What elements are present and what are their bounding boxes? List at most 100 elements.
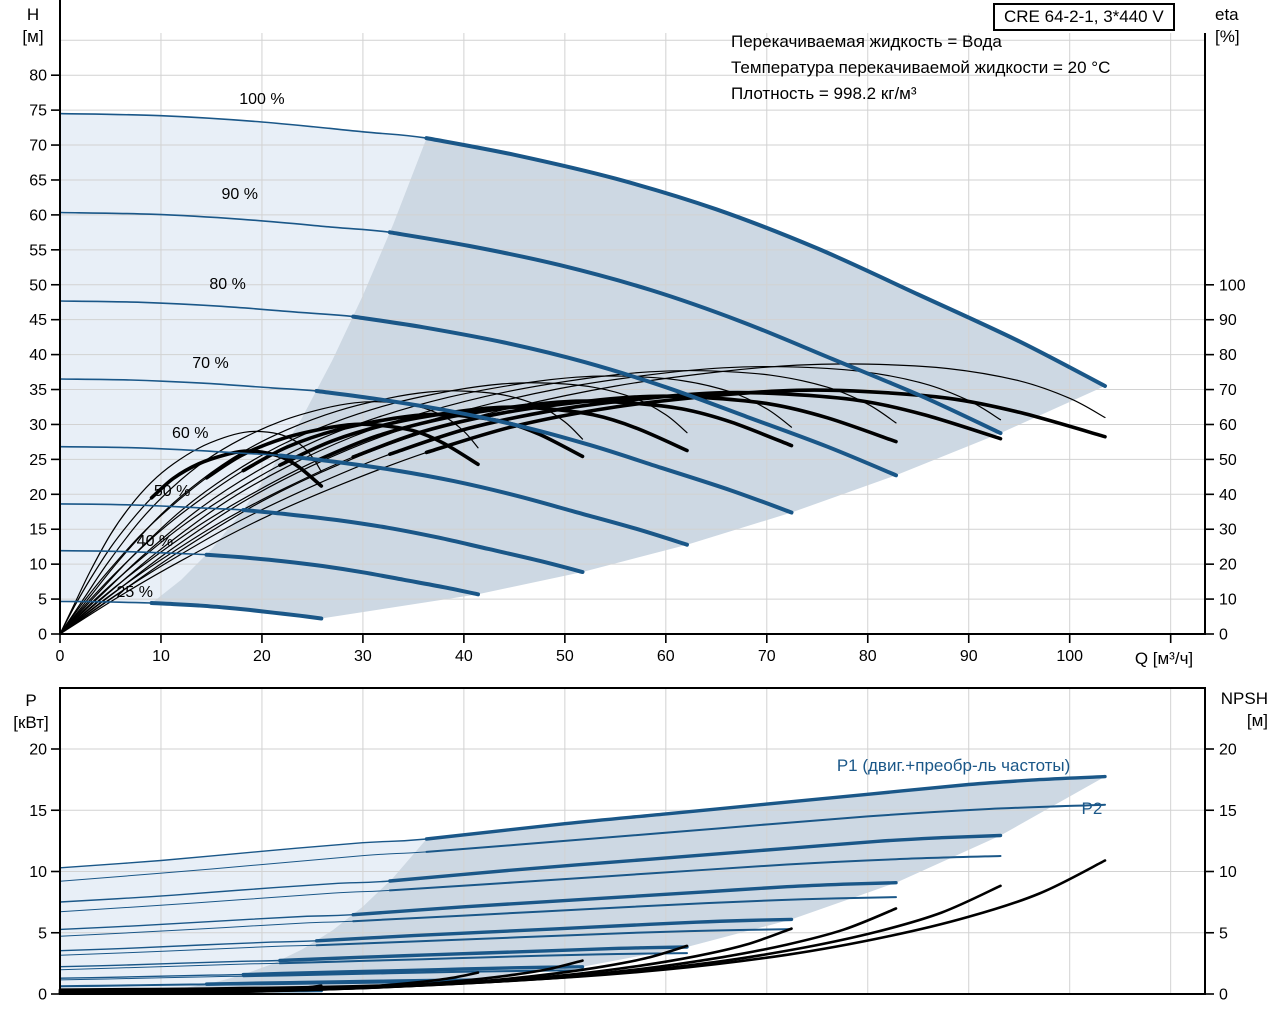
p-axis-symbol: P [25, 691, 37, 710]
h-tick-label: 25 [29, 452, 47, 469]
eta-curve-thin-90 [59, 365, 1002, 635]
q-tick-label: 70 [758, 648, 776, 665]
npsh-tick-label: 5 [1219, 925, 1228, 942]
q-tick-label: 0 [56, 648, 65, 665]
p1-curve-70 [314, 917, 794, 943]
q-tick-label: 50 [556, 648, 574, 665]
npsh-tick-label: 20 [1219, 742, 1237, 759]
npsh-tick-label: 0 [1219, 987, 1228, 1004]
eta-tick-label: 40 [1219, 487, 1237, 504]
qh-curve-50 [241, 508, 585, 574]
h-tick-label: 50 [29, 277, 47, 294]
speed-label-50: 50 % [153, 482, 191, 500]
qh-curve-70 [314, 389, 794, 515]
q-tick-label: 60 [657, 648, 675, 665]
q-axis-title: Q [м³/ч] [1134, 649, 1194, 668]
fluid-info-line: Перекачиваемая жидкость = Вода [731, 32, 1002, 51]
p2-curve-label: P2 [1081, 799, 1103, 819]
h-tick-label: 10 [29, 557, 47, 574]
speed-label-90: 90 % [221, 186, 258, 204]
p2-curve-60 [278, 952, 688, 965]
fluid-info-line: Плотность = 998.2 кг/м³ [731, 84, 917, 103]
eta-curve-thin-25 [59, 430, 322, 635]
p1-curve-50 [241, 965, 585, 977]
npsh-tick-label: 15 [1219, 803, 1237, 820]
p-tick-label: 5 [38, 925, 47, 942]
operating-region-dark [151, 138, 1106, 619]
h-tick-label: 35 [29, 382, 47, 399]
eta-curve-thin-80 [59, 369, 897, 635]
bottom-axes: 0 5 10 15 20 0 5 10 15 20 [29, 687, 1237, 1004]
p-tick-label: 20 [29, 742, 47, 759]
p-axis-title: P [кВт] [6, 690, 56, 734]
q-tick-label: 40 [455, 648, 473, 665]
bottom-grid [60, 688, 1205, 994]
qh-curve-100 [424, 136, 1107, 388]
h-tick-label: 65 [29, 172, 47, 189]
speed-label-70: 70 % [192, 354, 229, 372]
eta-curve-25 [149, 449, 324, 500]
eta-curve-thin-50 [59, 390, 584, 635]
p2-curve-80 [352, 896, 897, 923]
eta-tick-label: 60 [1219, 417, 1237, 434]
eta-tick-label: 50 [1219, 452, 1237, 469]
fluid-info: Перекачиваемая жидкость = Вода Температу… [731, 29, 1110, 107]
h-tick-label: 20 [29, 487, 47, 504]
h-tick-label: 55 [29, 242, 47, 259]
speed-label-40: 40 % [136, 532, 174, 550]
p-axis-unit: [кВт] [13, 713, 49, 732]
eta-curve-90 [388, 390, 1003, 456]
h-tick-label: 30 [29, 417, 47, 434]
h-axis-title: H [м] [12, 4, 54, 48]
eta-curve-70 [314, 399, 794, 463]
eta-tick-label: 0 [1219, 627, 1228, 644]
eta-curve-100 [424, 388, 1107, 455]
top-fills [60, 113, 1106, 619]
q-tick-label: 80 [859, 648, 877, 665]
q-tick-label: 30 [354, 648, 372, 665]
qh-curve-60 [277, 453, 689, 547]
speed-label-100: 100 % [239, 91, 285, 109]
eta-curves [59, 363, 1107, 635]
qh-curve-40 [204, 552, 480, 597]
h-axis-symbol: H [26, 5, 40, 24]
fluid-info-line: Температура перекачиваемой жидкости = 20… [731, 58, 1111, 77]
qh-curve-25 [149, 601, 324, 621]
eta-tick-label: 10 [1219, 592, 1237, 609]
h-tick-label: 70 [29, 138, 47, 155]
p2-curve-50 [242, 969, 584, 978]
h-tick-label: 40 [29, 347, 47, 364]
eta-curve-80 [351, 394, 898, 459]
eta-curve-thin-70 [59, 375, 793, 635]
q-tick-label: 90 [960, 648, 978, 665]
qh-curve-90 [387, 230, 1003, 436]
p2-curve-90 [388, 855, 1002, 892]
p2-curve-70 [315, 928, 793, 947]
h-tick-label: 5 [38, 592, 47, 609]
top-axes: 0 5 10 15 20 25 30 35 40 45 50 55 60 65 70 75 80 0 10 20 30 4… [29, 0, 1246, 665]
npsh-axis-unit: [м] [1246, 711, 1268, 730]
speed-label-60: 60 % [172, 424, 209, 442]
npsh-axis-symbol: NPSH [1220, 689, 1268, 708]
p-tick-label: 10 [29, 864, 47, 881]
h-tick-label: 0 [38, 627, 47, 644]
eta-tick-label: 90 [1219, 312, 1237, 329]
h-tick-label: 75 [29, 103, 47, 120]
q-tick-label: 20 [253, 648, 271, 665]
eta-axis-title: eta [%] [1215, 4, 1240, 48]
h-axis-unit: [м] [22, 27, 44, 46]
pump-model-badge: CRE 64-2-1, 3*440 V [993, 3, 1175, 31]
h-tick-label: 15 [29, 522, 47, 539]
npsh-axis-title: NPSH [м] [1202, 688, 1268, 732]
p2-curve-100 [425, 803, 1106, 853]
speed-label-80: 80 % [209, 275, 246, 293]
speed-label-25: 25 % [116, 583, 153, 601]
p-tick-label: 15 [29, 803, 47, 820]
qh-curve-80 [351, 314, 898, 478]
p1-curve-label: P1 (двиг.+преобр-ль частоты) [836, 756, 1071, 776]
qh-curves [59, 112, 1107, 621]
envelope-region-light [60, 113, 427, 603]
npsh-tick-label: 10 [1219, 864, 1237, 881]
eta-axis-unit: [%] [1215, 27, 1240, 46]
